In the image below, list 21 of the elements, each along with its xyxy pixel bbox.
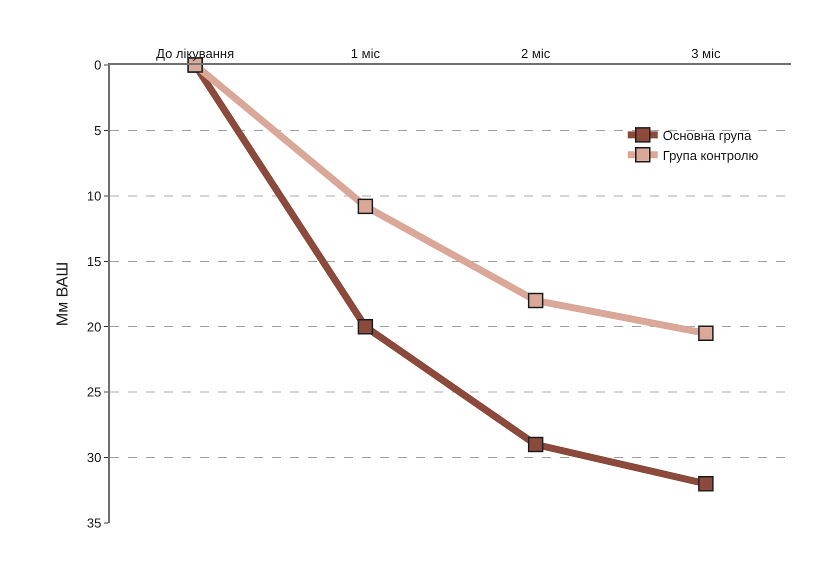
x-tick-label: 1 міс (350, 46, 380, 61)
point (358, 318, 374, 334)
y-axis-title: Мм ВАШ (54, 262, 72, 326)
y-tick-label: 10 (86, 188, 102, 204)
point (698, 476, 714, 492)
point (528, 292, 544, 308)
legend-label: Основна група (662, 128, 752, 143)
y-tick-label: 35 (86, 516, 102, 531)
legend-label: Група контролю (662, 148, 758, 163)
point (698, 326, 714, 342)
y-tick-label: 15 (86, 254, 102, 269)
x-tick-label: До лікування (156, 46, 234, 61)
point (358, 198, 374, 214)
y-tick-label: 0 (94, 58, 102, 73)
x-tick-label: 2 міс (521, 46, 551, 61)
point (528, 436, 544, 452)
y-tick-label: 30 (86, 450, 102, 466)
x-tick-label: 3 міс (691, 46, 721, 61)
y-tick-label: 20 (86, 319, 102, 334)
y-tick-label: 25 (86, 384, 102, 400)
y-tick-label: 5 (94, 122, 102, 138)
